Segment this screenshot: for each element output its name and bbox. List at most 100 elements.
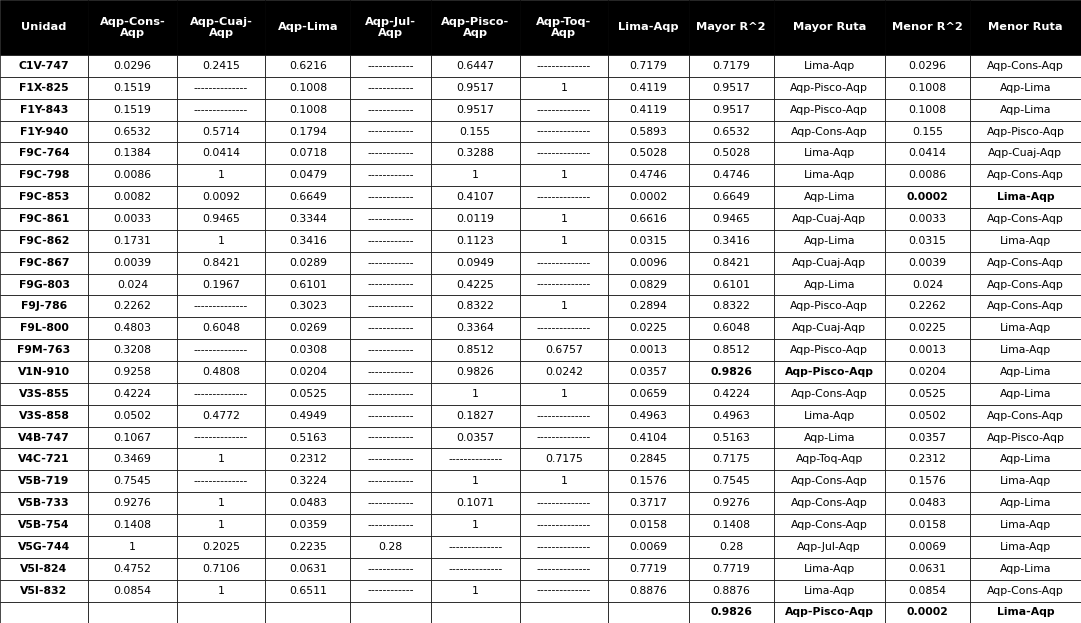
Text: 1: 1 — [471, 476, 479, 487]
Bar — [176, 121, 265, 143]
Bar — [520, 558, 609, 579]
Text: 0.155: 0.155 — [912, 126, 943, 136]
Text: 0.6048: 0.6048 — [202, 323, 240, 333]
Text: Aqp-Toq-
Aqp: Aqp-Toq- Aqp — [536, 17, 591, 38]
Bar — [609, 514, 689, 536]
Text: Lima-Aqp: Lima-Aqp — [803, 61, 855, 71]
Bar — [88, 470, 176, 492]
Bar — [970, 208, 1081, 230]
Text: 0.8876: 0.8876 — [629, 586, 667, 596]
Text: 0.7175: 0.7175 — [545, 454, 583, 464]
Bar — [265, 361, 350, 383]
Bar — [88, 514, 176, 536]
Text: ------------: ------------ — [368, 192, 414, 202]
Bar — [774, 361, 884, 383]
Text: 0.024: 0.024 — [117, 280, 148, 290]
Bar — [774, 252, 884, 273]
Text: 0.0069: 0.0069 — [629, 542, 667, 552]
Bar — [609, 579, 689, 601]
Bar — [884, 492, 970, 514]
Bar — [176, 252, 265, 273]
Bar — [265, 383, 350, 405]
Bar — [350, 536, 431, 558]
Text: Aqp-Cons-Aqp: Aqp-Cons-Aqp — [987, 170, 1064, 180]
Text: 0.4224: 0.4224 — [712, 389, 750, 399]
Bar — [0, 449, 88, 470]
Text: 0.0359: 0.0359 — [289, 520, 326, 530]
Bar — [431, 492, 520, 514]
Bar — [970, 383, 1081, 405]
Text: --------------: -------------- — [537, 192, 591, 202]
Bar — [431, 55, 520, 77]
Bar — [431, 536, 520, 558]
Text: 1: 1 — [471, 389, 479, 399]
Bar — [884, 514, 970, 536]
Bar — [520, 601, 609, 623]
Bar — [689, 121, 774, 143]
Text: 1: 1 — [560, 476, 568, 487]
Text: 1: 1 — [217, 586, 225, 596]
Bar — [520, 339, 609, 361]
Text: 0.0315: 0.0315 — [908, 236, 946, 246]
Bar — [689, 186, 774, 208]
Bar — [265, 186, 350, 208]
Text: 0.1008: 0.1008 — [289, 105, 326, 115]
Bar — [884, 186, 970, 208]
Text: 0.4963: 0.4963 — [629, 411, 667, 421]
Bar — [0, 536, 88, 558]
Text: 0.4963: 0.4963 — [712, 411, 750, 421]
Bar — [970, 317, 1081, 339]
Text: 0.0631: 0.0631 — [908, 564, 946, 574]
Bar — [0, 0, 88, 55]
Bar — [0, 514, 88, 536]
Bar — [0, 317, 88, 339]
Bar — [176, 208, 265, 230]
Bar — [970, 295, 1081, 317]
Text: 0.7106: 0.7106 — [202, 564, 240, 574]
Text: --------------: -------------- — [537, 520, 591, 530]
Text: 0.3416: 0.3416 — [289, 236, 326, 246]
Text: 0.7179: 0.7179 — [629, 61, 667, 71]
Bar — [689, 383, 774, 405]
Text: 0.4119: 0.4119 — [629, 105, 667, 115]
Bar — [884, 295, 970, 317]
Bar — [350, 339, 431, 361]
Text: ------------: ------------ — [368, 432, 414, 442]
Bar — [88, 0, 176, 55]
Text: 0.7175: 0.7175 — [712, 454, 750, 464]
Text: Aqp-Pisco-Aqp: Aqp-Pisco-Aqp — [790, 83, 868, 93]
Text: Aqp-Lima: Aqp-Lima — [1000, 498, 1051, 508]
Text: Aqp-Cons-Aqp: Aqp-Cons-Aqp — [791, 520, 868, 530]
Text: V5G-744: V5G-744 — [18, 542, 70, 552]
Bar — [176, 383, 265, 405]
Bar — [350, 579, 431, 601]
Bar — [520, 427, 609, 449]
Bar — [350, 77, 431, 98]
Text: 0.3717: 0.3717 — [629, 498, 667, 508]
Bar — [884, 121, 970, 143]
Text: Lima-Aqp: Lima-Aqp — [803, 564, 855, 574]
Bar — [176, 273, 265, 295]
Bar — [520, 273, 609, 295]
Bar — [520, 405, 609, 427]
Text: 0.0092: 0.0092 — [202, 192, 240, 202]
Text: 0.0854: 0.0854 — [908, 586, 946, 596]
Text: 0.4772: 0.4772 — [202, 411, 240, 421]
Bar — [88, 601, 176, 623]
Bar — [970, 470, 1081, 492]
Text: --------------: -------------- — [193, 432, 249, 442]
Text: Aqp-Lima: Aqp-Lima — [803, 280, 855, 290]
Bar — [88, 339, 176, 361]
Text: 0.1408: 0.1408 — [114, 520, 151, 530]
Bar — [689, 449, 774, 470]
Bar — [0, 405, 88, 427]
Bar — [0, 273, 88, 295]
Bar — [350, 55, 431, 77]
Bar — [176, 470, 265, 492]
Bar — [88, 361, 176, 383]
Bar — [88, 492, 176, 514]
Text: 0.0013: 0.0013 — [629, 345, 667, 355]
Text: ------------: ------------ — [368, 170, 414, 180]
Bar — [609, 536, 689, 558]
Bar — [350, 492, 431, 514]
